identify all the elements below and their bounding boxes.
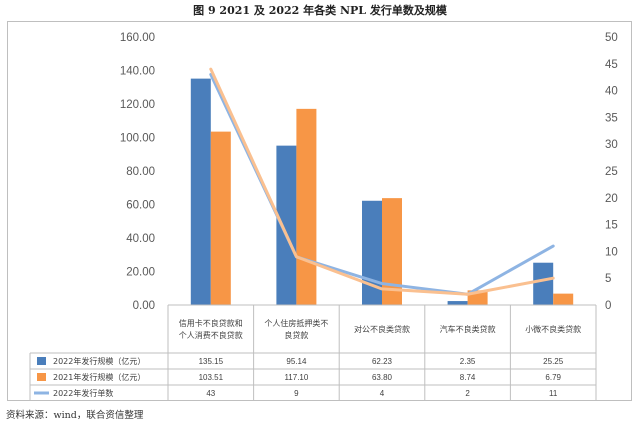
legend-key — [37, 357, 46, 365]
data-table-cell: 103.51 — [199, 373, 224, 382]
bar-2022-scale — [276, 145, 297, 305]
data-table-cell: 25.25 — [543, 357, 564, 366]
data-table-cell: 62.23 — [372, 357, 393, 366]
bar-2021-scale — [296, 108, 317, 305]
right-axis-tick-label: 35 — [605, 112, 618, 124]
right-axis-tick-label: 20 — [605, 193, 618, 205]
bar-2021-scale — [210, 131, 231, 305]
legend-key — [37, 373, 46, 381]
legend-label: 2021年发行规模（亿元） — [53, 372, 145, 382]
chart-frame: 0.00 20.00 40.00 60.00 80.00 100.00 120.00 140.… — [7, 21, 632, 401]
data-table-cell: 2 — [465, 389, 470, 398]
left-axis-tick-label: 80.00 — [126, 166, 155, 178]
right-axis-tick-label: 0 — [605, 300, 611, 312]
category-label: 信用卡不良贷款和 — [179, 318, 243, 328]
right-axis-tick-label: 5 — [605, 273, 611, 285]
bar-2022-scale — [447, 301, 468, 305]
legend-label: 2022年发行规模（亿元） — [53, 356, 145, 366]
right-axis-tick-label: 30 — [605, 139, 618, 151]
right-axis-tick-label: 15 — [605, 220, 618, 232]
category-label: 汽车不良类贷款 — [440, 324, 496, 334]
left-axis-tick-label: 20.00 — [126, 267, 155, 279]
left-axis-tick-label: 0.00 — [133, 300, 155, 312]
left-axis-tick-label: 140.00 — [120, 66, 155, 78]
data-table-cell: 63.80 — [372, 373, 393, 382]
right-axis-tick-label: 40 — [605, 86, 618, 98]
data-table-cell: 9 — [294, 389, 299, 398]
source-note: 资料来源：wind，联合资信整理 — [6, 410, 144, 421]
data-table-cell: 2.35 — [460, 357, 476, 366]
bar-2022-scale — [190, 78, 211, 305]
data-table-cell: 95.14 — [286, 357, 307, 366]
data-table-cell: 117.10 — [284, 373, 308, 382]
data-table-cell: 135.15 — [199, 357, 224, 366]
figure-title: 图 9 2021 及 2022 年各类 NPL 发行单数及规模 — [193, 4, 447, 17]
category-label: 对公不良类贷款 — [354, 324, 410, 334]
right-axis-tick-label: 50 — [605, 32, 618, 44]
bar-2022-scale — [533, 262, 554, 305]
bar-2021-scale — [553, 293, 574, 305]
right-axis-tick-label: 10 — [605, 246, 618, 258]
right-axis-tick-label: 25 — [605, 166, 618, 178]
left-axis-tick-label: 60.00 — [126, 200, 155, 212]
right-axis-tick-label: 45 — [605, 59, 618, 71]
combo-chart: 0.00 20.00 40.00 60.00 80.00 100.00 120.00 140.… — [29, 32, 618, 400]
bar-2021-scale — [382, 198, 402, 305]
left-axis-tick-label: 160.00 — [120, 32, 155, 44]
legend-label: 2022年发行单数 — [53, 388, 113, 398]
line-2021-count — [209, 67, 555, 296]
category-label: 良贷款 — [284, 330, 308, 340]
category-label: 个人消费不良贷款 — [179, 330, 243, 340]
data-table-cell: 43 — [206, 389, 215, 398]
left-axis-tick-label: 120.00 — [120, 99, 155, 111]
data-table-cell: 4 — [380, 389, 385, 398]
data-table-cell: 11 — [549, 389, 558, 398]
data-table-cell: 8.74 — [460, 373, 476, 382]
category-label: 小微不良类贷款 — [525, 324, 581, 334]
data-table-cell: 6.79 — [545, 373, 561, 382]
category-label: 个人住房抵押类不 — [264, 318, 328, 328]
left-axis-tick-label: 100.00 — [120, 133, 155, 145]
left-axis-tick-label: 40.00 — [126, 233, 155, 245]
